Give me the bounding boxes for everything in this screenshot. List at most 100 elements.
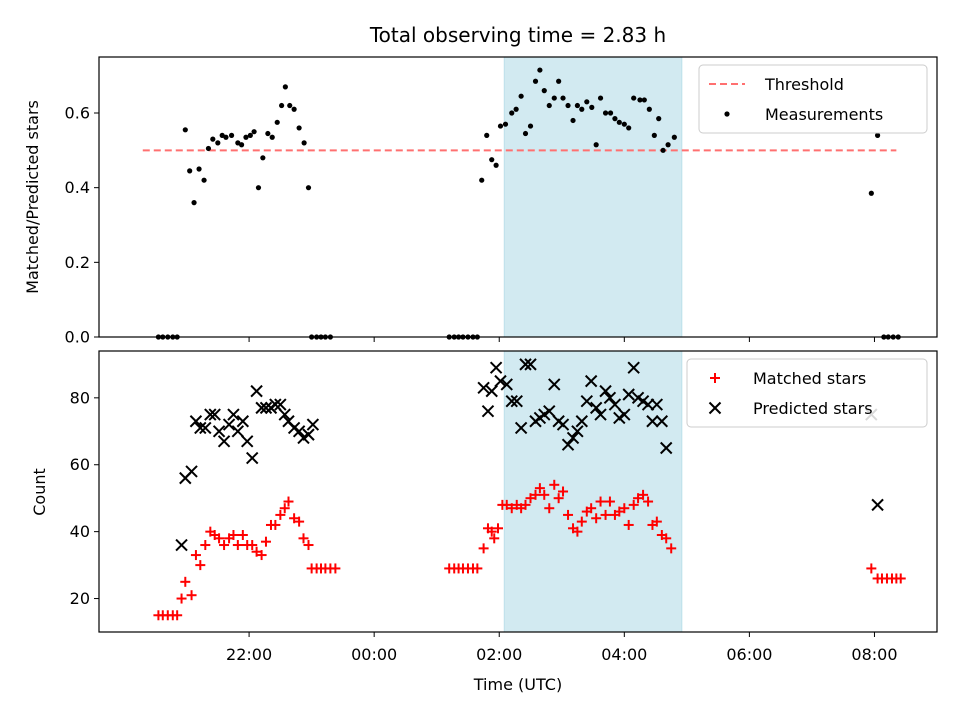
- measurement-point: [260, 155, 266, 161]
- legend-box: [698, 64, 928, 134]
- predicted-star-point: [259, 401, 273, 415]
- matched-star-point: [525, 493, 536, 504]
- matched-star-point: [895, 573, 906, 584]
- measurement-point: [305, 185, 312, 191]
- y-tick-label: 20: [70, 589, 90, 608]
- matched-star-point: [501, 499, 512, 510]
- predicted-star-point: [204, 408, 217, 421]
- matched-star-point: [638, 489, 649, 500]
- legend-label: Matched stars: [753, 369, 866, 388]
- matched-star-point: [576, 516, 587, 527]
- legend-label: Predicted stars: [753, 399, 873, 418]
- matched-star-point: [506, 503, 517, 514]
- measurement-point: [243, 134, 249, 140]
- predicted-star-point: [608, 398, 622, 411]
- measurement-point: [196, 166, 202, 172]
- measurement-point: [182, 127, 188, 133]
- ratio-y-axis-label: Matched/Predicted stars: [23, 100, 42, 294]
- matched-star-point: [534, 483, 545, 494]
- series-predicted-stars: [175, 358, 884, 552]
- predicted-star-point: [655, 415, 669, 428]
- predicted-star-point: [489, 361, 503, 374]
- predicted-star-point: [189, 415, 203, 428]
- predicted-star-point: [603, 391, 617, 405]
- predicted-star-point: [646, 415, 659, 428]
- measurement-point: [301, 140, 307, 146]
- legend-box: [686, 358, 928, 428]
- matched-star-point: [486, 526, 497, 537]
- measurement-point: [556, 78, 562, 84]
- y-tick-label: 40: [70, 522, 90, 541]
- matched-star-point: [553, 493, 564, 504]
- measurement-point: [532, 78, 539, 84]
- ratio-panel: 0.0 0.2 0.4 0.6 Threshold Measurements: [65, 56, 938, 347]
- predicted-star-point: [481, 405, 495, 418]
- measurement-point: [626, 125, 632, 131]
- measurement-point: [641, 97, 647, 103]
- predicted-star-point: [627, 361, 640, 374]
- y-tick-label: 0.4: [65, 178, 90, 197]
- predicted-star-point: [510, 394, 523, 408]
- predicted-star-point: [543, 405, 556, 418]
- measurement-point: [269, 134, 275, 140]
- matched-star-point: [530, 489, 541, 500]
- matched-star-point: [289, 513, 300, 524]
- measurement-point: [287, 102, 293, 109]
- matched-star-point: [595, 496, 606, 507]
- matched-star-point: [563, 509, 574, 520]
- matched-star-point: [247, 540, 258, 551]
- y-tick-label: 80: [70, 388, 90, 407]
- legend: Threshold Measurements: [698, 64, 928, 134]
- predicted-star-point: [594, 408, 607, 421]
- predicted-star-point: [255, 401, 268, 415]
- matched-star-point: [623, 519, 634, 530]
- predicted-star-point: [548, 378, 561, 391]
- matched-star-point: [619, 503, 630, 514]
- matched-star-point: [256, 550, 267, 561]
- measurement-point: [493, 162, 499, 168]
- matched-star-point: [472, 563, 483, 574]
- legend-predicted-swatch: [708, 401, 722, 415]
- predicted-star-point: [556, 418, 570, 431]
- x-tick-label: 22:00: [226, 645, 272, 664]
- predicted-star-point: [561, 438, 575, 451]
- measurement-point: [215, 140, 221, 146]
- measurement-point: [251, 129, 257, 135]
- measurement-point: [522, 130, 529, 137]
- predicted-star-point: [622, 388, 635, 401]
- predicted-star-point: [199, 421, 212, 435]
- y-tick-label: 60: [70, 455, 90, 474]
- matched-star-point: [330, 563, 341, 574]
- measurement-point: [537, 67, 543, 73]
- matched-star-point: [651, 516, 662, 527]
- measurement-point: [560, 95, 566, 101]
- y-tick-label: 0.6: [65, 104, 90, 123]
- predicted-star-point: [175, 538, 188, 552]
- matched-star-point: [219, 540, 230, 551]
- matched-star-point: [572, 526, 583, 537]
- measurement-point: [255, 185, 262, 191]
- measurement-point: [274, 119, 280, 125]
- predicted-star-point: [514, 421, 528, 435]
- measurement-point: [584, 99, 590, 105]
- predicted-star-point: [246, 451, 259, 465]
- measurement-point: [279, 102, 285, 109]
- measurement-point: [247, 132, 253, 138]
- plot-frame: [98, 56, 938, 338]
- matched-star-point: [214, 533, 225, 544]
- x-tick-label: 04:00: [601, 645, 647, 664]
- matched-star-point: [549, 479, 560, 490]
- measurement-point: [191, 200, 197, 206]
- measurement-point: [565, 102, 571, 109]
- y-tick-label: 0.0: [65, 328, 90, 347]
- matched-star-point: [643, 496, 654, 507]
- predicted-star-point: [302, 428, 315, 441]
- predicted-star-point: [580, 394, 593, 408]
- predicted-star-point: [571, 425, 584, 438]
- measurement-point: [597, 95, 604, 101]
- measurement-point: [868, 190, 874, 196]
- predicted-star-point: [584, 374, 598, 388]
- predicted-star-point: [500, 378, 513, 391]
- predicted-star-point: [278, 408, 291, 421]
